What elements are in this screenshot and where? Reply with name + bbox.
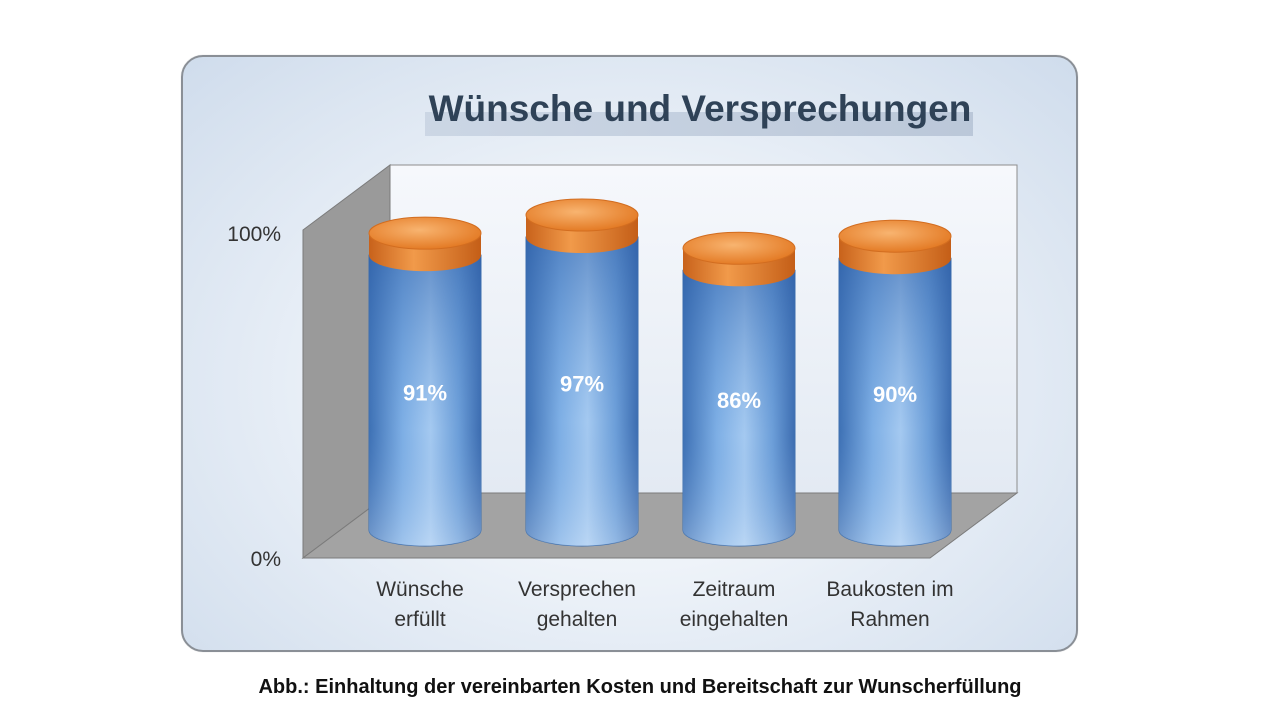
bar-body-shade	[683, 270, 795, 546]
x-category-label: Zeitraum eingehalten	[680, 578, 789, 631]
y-tick-label-0: 0%	[251, 548, 281, 571]
bar-3: 86%	[682, 231, 796, 547]
bar-cap-top	[838, 219, 952, 253]
bar-value-label: 90%	[873, 382, 917, 407]
x-category-label: Wünsche erfüllt	[376, 578, 464, 631]
bar-cap-top	[525, 198, 639, 232]
title-backdrop	[425, 112, 973, 136]
bar-1: 91%	[368, 216, 482, 547]
bar-value-label: 97%	[560, 372, 604, 397]
chart-title: Wünsche und Versprechungen	[429, 88, 972, 129]
bar-2: 97%	[525, 198, 639, 547]
bar-value-label: 91%	[403, 381, 447, 406]
x-category-label: Baukosten im Rahmen	[826, 578, 953, 631]
bar-body-shade	[839, 258, 951, 546]
bar-cap-top	[368, 216, 482, 250]
x-category-label: Versprechen gehalten	[518, 578, 636, 631]
bar-body-shade	[369, 255, 481, 546]
y-tick-label-100: 100%	[227, 223, 281, 246]
bar-value-label: 86%	[717, 388, 761, 413]
bar-4: 90%	[838, 219, 952, 547]
bar-body-shade	[526, 237, 638, 546]
bar-cap-top	[682, 231, 796, 265]
figure-caption: Abb.: Einhaltung der vereinbarten Kosten…	[258, 676, 1022, 698]
